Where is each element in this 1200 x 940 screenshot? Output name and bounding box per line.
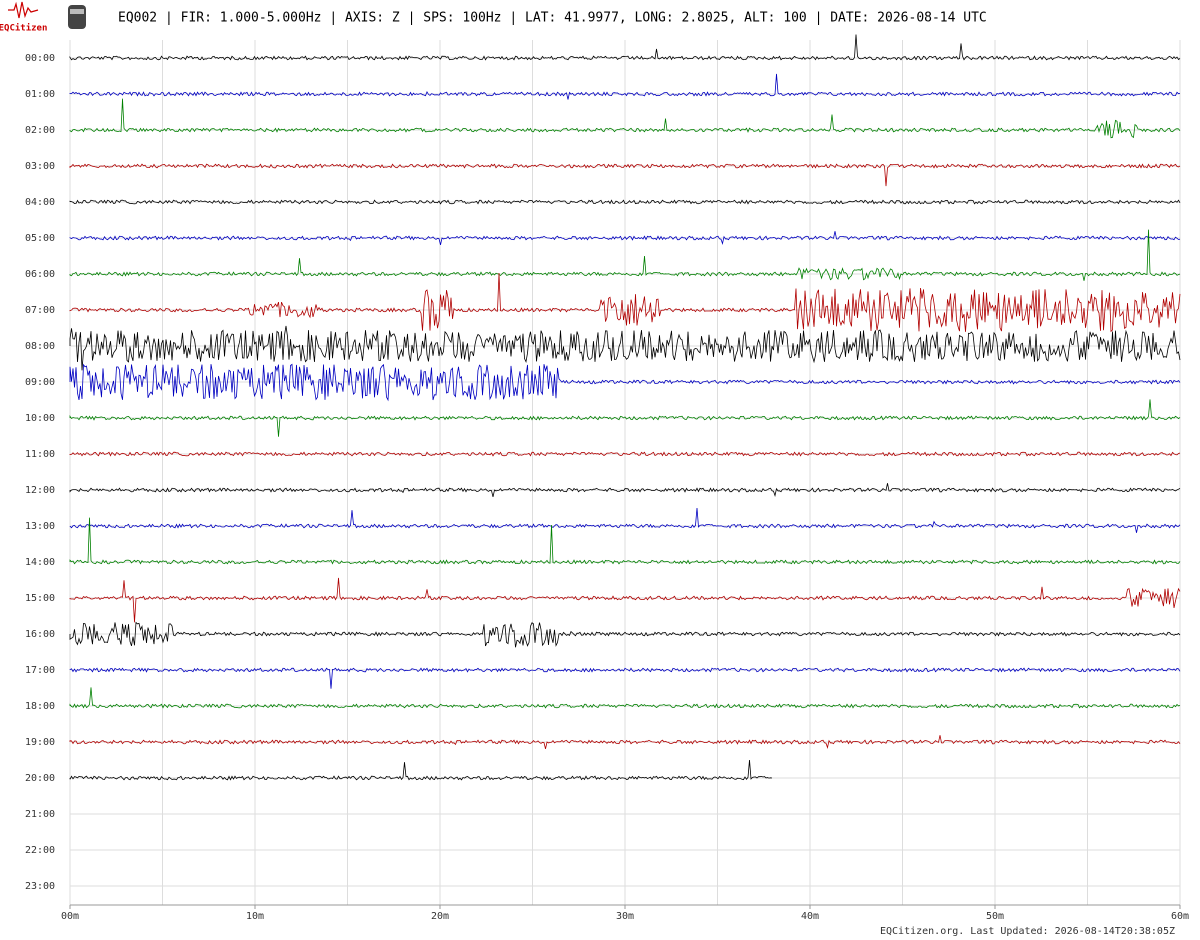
waveform (69, 163, 1181, 187)
hour-label: 13:00 (25, 521, 55, 532)
waveform (69, 34, 1181, 61)
traces (69, 34, 1181, 781)
hour-label: 21:00 (25, 809, 55, 820)
waveform (69, 272, 1181, 333)
grid (69, 40, 1181, 905)
hour-label: 14:00 (25, 557, 55, 568)
footer: EQCitizen.org. Last Updated: 2026-08-14T… (880, 926, 1175, 937)
hour-label: 01:00 (25, 89, 55, 100)
x-tick-label: 60m (1171, 911, 1189, 922)
hour-label: 15:00 (25, 593, 55, 604)
hour-label: 11:00 (25, 449, 55, 460)
hour-label: 00:00 (25, 53, 55, 64)
hour-label: 09:00 (25, 377, 55, 388)
waveform (69, 483, 1181, 497)
hour-label: 22:00 (25, 845, 55, 856)
waveform (69, 229, 1181, 281)
waveform (69, 451, 1181, 457)
hour-label: 10:00 (25, 413, 55, 424)
hour-label: 20:00 (25, 773, 55, 784)
waveform (69, 577, 1181, 623)
hour-label: 08:00 (25, 341, 55, 352)
waveform (69, 759, 773, 781)
waveform (69, 517, 1181, 565)
hour-label: 03:00 (25, 161, 55, 172)
logo-text: EQCitizen (0, 23, 47, 34)
waveform (69, 325, 1181, 371)
hour-label: 23:00 (25, 881, 55, 892)
x-tick-label: 30m (616, 911, 634, 922)
hour-label: 05:00 (25, 233, 55, 244)
hour-label: 17:00 (25, 665, 55, 676)
waveform (69, 667, 1181, 689)
hour-label: 04:00 (25, 197, 55, 208)
waveform (69, 621, 1181, 648)
x-tick-label: 50m (986, 911, 1004, 922)
hour-label: 07:00 (25, 305, 55, 316)
waveform (69, 73, 1181, 100)
x-tick-label: 20m (431, 911, 449, 922)
hour-label: 16:00 (25, 629, 55, 640)
waveform (69, 399, 1181, 437)
waveform (69, 199, 1181, 205)
x-tick-label: 00m (61, 911, 79, 922)
hour-label: 06:00 (25, 269, 55, 280)
waveform (69, 687, 1181, 709)
waveform (69, 507, 1181, 533)
hour-label: 18:00 (25, 701, 55, 712)
x-tick-label: 40m (801, 911, 819, 922)
waveform (69, 363, 1181, 402)
waveform (69, 98, 1181, 139)
waveform (69, 231, 1181, 245)
x-tick-label: 10m (246, 911, 264, 922)
waveform (69, 735, 1181, 749)
hour-label: 12:00 (25, 485, 55, 496)
hour-label: 19:00 (25, 737, 55, 748)
logo: EQCitizen (0, 1, 86, 34)
header-title: EQ002 | FIR: 1.000-5.000Hz | AXIS: Z | S… (118, 11, 987, 26)
hour-label: 02:00 (25, 125, 55, 136)
